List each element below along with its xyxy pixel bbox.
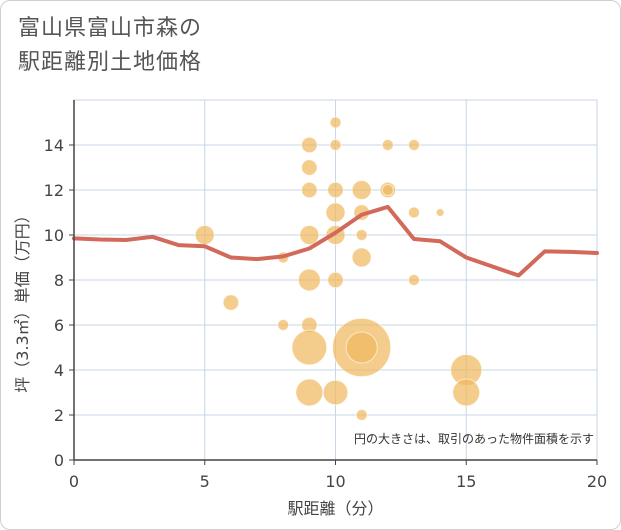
data-bubble	[301, 159, 318, 176]
data-bubble	[381, 139, 394, 151]
data-bubble	[301, 181, 318, 199]
x-tick-label: 10	[325, 472, 345, 491]
x-tick-label: 0	[69, 472, 79, 491]
data-bubble	[381, 184, 394, 196]
data-bubble	[345, 331, 378, 364]
axes: 0 5 10 15 20 0 2 4 6 8 10 12 14	[44, 100, 607, 491]
data-bubble	[301, 136, 318, 154]
data-bubble	[407, 274, 420, 286]
y-tick-label: 4	[54, 361, 64, 380]
data-bubble	[329, 139, 342, 151]
data-bubble	[329, 116, 342, 129]
x-axis-label: 駅距離（分）	[287, 499, 383, 518]
chart-title: 富山県富山市森の 駅距離別土地価格	[18, 12, 202, 80]
y-tick-label: 8	[54, 271, 64, 290]
title-line-2: 駅距離別土地価格	[18, 50, 203, 75]
average-price-line	[72, 204, 599, 278]
data-bubble	[355, 409, 368, 421]
data-bubble	[351, 247, 372, 268]
title-line-1: 富山県富山市森の	[18, 16, 203, 41]
data-bubble	[291, 329, 328, 366]
data-bubble	[327, 271, 344, 289]
y-axis-label: 坪（3.3㎡）単価（万円）	[13, 207, 32, 392]
data-bubble	[351, 179, 372, 201]
data-bubble	[407, 139, 420, 151]
data-bubble	[322, 379, 349, 406]
data-bubble	[277, 319, 290, 331]
data-bubble	[327, 181, 344, 199]
data-bubble	[355, 229, 368, 241]
x-tick-label: 20	[587, 472, 607, 491]
data-bubble	[325, 202, 346, 223]
data-bubble	[452, 378, 481, 407]
y-tick-label: 2	[54, 406, 64, 425]
data-bubble	[295, 378, 324, 407]
y-tick-label: 10	[44, 226, 64, 245]
x-tick-label: 5	[200, 472, 210, 491]
average-line-series	[72, 204, 599, 278]
y-tick-label: 12	[44, 181, 64, 200]
y-tick-label: 0	[54, 451, 64, 470]
data-bubble	[407, 206, 420, 219]
bubble-series	[194, 116, 483, 421]
data-bubble	[299, 224, 320, 246]
x-tick-label: 15	[456, 472, 476, 491]
y-tick-label: 14	[44, 136, 64, 155]
y-tick-label: 6	[54, 316, 64, 335]
bubble-size-note: 円の大きさは、取引のあった物件面積を示す	[354, 431, 594, 446]
data-bubble	[297, 268, 321, 292]
data-bubble	[222, 294, 240, 311]
data-bubble	[435, 208, 445, 217]
data-bubble	[194, 224, 215, 246]
